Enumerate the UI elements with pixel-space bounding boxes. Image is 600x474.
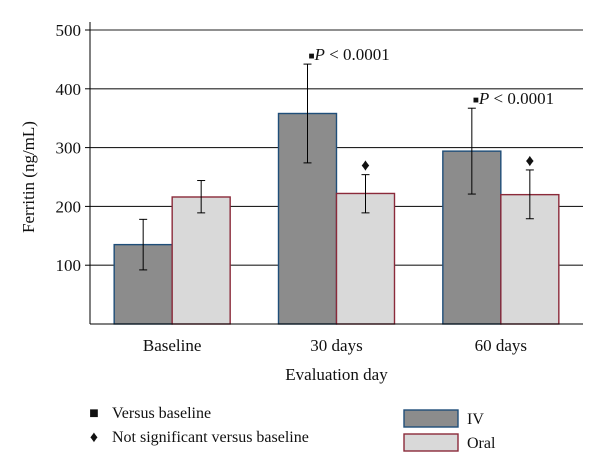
legend: IV Oral xyxy=(403,409,496,452)
not-significant-marker: ♦ xyxy=(525,151,534,170)
bars xyxy=(113,112,560,325)
error-bar xyxy=(303,63,312,164)
annotation: ♦ xyxy=(525,151,534,170)
versus-baseline-marker: ■ xyxy=(473,95,479,106)
annotation: ♦ xyxy=(361,156,370,175)
key-symbol: ■ xyxy=(89,405,99,422)
error-bar xyxy=(525,169,534,220)
significance-key: ■ Versus baseline ♦ Not significant versus … xyxy=(89,405,309,446)
p-value-text: < 0.0001 xyxy=(325,45,390,64)
legend-item-oral: Oral xyxy=(403,433,496,452)
error-bar xyxy=(467,107,476,195)
x-tick-label: Baseline xyxy=(143,336,202,355)
legend-swatch xyxy=(403,409,459,428)
annotations: ■P < 0.0001♦■P < 0.0001♦ xyxy=(309,45,555,175)
p-value-text: < 0.0001 xyxy=(489,89,554,108)
p-symbol: P xyxy=(478,89,489,108)
y-axis-ticks: 100 200 300 400 500 xyxy=(56,21,90,275)
p-symbol: P xyxy=(314,45,325,64)
annotation: ■P < 0.0001 xyxy=(473,89,554,108)
error-bar xyxy=(361,174,370,214)
error-bar xyxy=(197,180,206,214)
not-significant-marker: ♦ xyxy=(361,156,370,175)
key-text: Not significant versus baseline xyxy=(112,429,309,446)
annotation: ■P < 0.0001 xyxy=(309,45,390,64)
y-tick-label: 100 xyxy=(56,256,82,275)
key-text: Versus baseline xyxy=(112,405,211,422)
legend-item-iv: IV xyxy=(403,409,484,428)
x-axis-title: Evaluation day xyxy=(285,365,388,384)
x-tick-label: 60 days xyxy=(475,336,527,355)
bar-oral-1 xyxy=(335,192,396,325)
error-bar xyxy=(139,218,148,271)
y-tick-label: 300 xyxy=(56,139,82,158)
legend-label: IV xyxy=(467,411,484,428)
legend-label: Oral xyxy=(467,435,496,452)
legend-swatch xyxy=(403,433,459,452)
y-axis-title: Ferritin (ng/mL) xyxy=(19,121,38,233)
p-value-label: ■P < 0.0001 xyxy=(309,45,390,64)
versus-baseline-marker: ■ xyxy=(309,51,315,62)
y-tick-label: 400 xyxy=(56,80,82,99)
key-symbol: ♦ xyxy=(90,429,98,446)
y-tick-label: 200 xyxy=(56,197,82,216)
p-value-label: ■P < 0.0001 xyxy=(473,89,554,108)
x-axis-ticks: Baseline 30 days 60 days xyxy=(143,336,527,355)
error-bars xyxy=(139,63,534,271)
y-tick-label: 500 xyxy=(56,21,82,40)
x-tick-label: 30 days xyxy=(310,336,362,355)
bar-oral-0 xyxy=(171,196,231,325)
